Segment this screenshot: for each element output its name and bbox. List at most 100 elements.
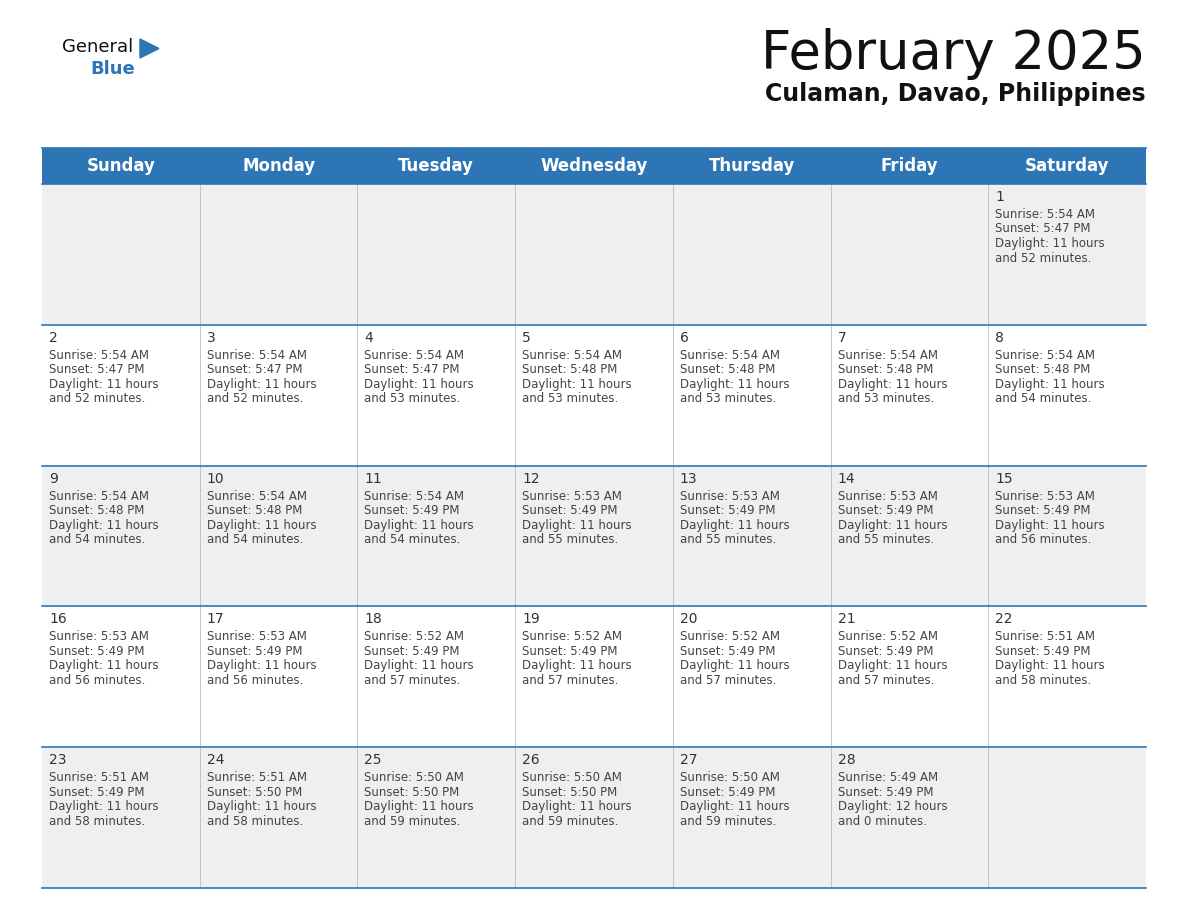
Text: Sunrise: 5:53 AM: Sunrise: 5:53 AM bbox=[680, 489, 779, 502]
Text: Sunset: 5:47 PM: Sunset: 5:47 PM bbox=[207, 364, 302, 376]
Text: 21: 21 bbox=[838, 612, 855, 626]
Text: and 57 minutes.: and 57 minutes. bbox=[365, 674, 461, 687]
Text: Sunrise: 5:54 AM: Sunrise: 5:54 AM bbox=[49, 489, 148, 502]
Text: 27: 27 bbox=[680, 753, 697, 767]
Bar bbox=[42, 184, 1146, 325]
Text: Daylight: 11 hours: Daylight: 11 hours bbox=[523, 519, 632, 532]
Text: Sunday: Sunday bbox=[87, 157, 156, 175]
Polygon shape bbox=[140, 39, 159, 58]
Text: Sunset: 5:48 PM: Sunset: 5:48 PM bbox=[838, 364, 933, 376]
Text: Monday: Monday bbox=[242, 157, 315, 175]
Text: and 58 minutes.: and 58 minutes. bbox=[207, 814, 303, 828]
Text: Sunset: 5:49 PM: Sunset: 5:49 PM bbox=[680, 786, 776, 799]
Text: 16: 16 bbox=[49, 612, 67, 626]
Text: Daylight: 11 hours: Daylight: 11 hours bbox=[207, 800, 316, 813]
Text: February 2025: February 2025 bbox=[762, 28, 1146, 80]
Text: and 52 minutes.: and 52 minutes. bbox=[49, 392, 145, 406]
Text: Daylight: 12 hours: Daylight: 12 hours bbox=[838, 800, 947, 813]
Text: Sunset: 5:49 PM: Sunset: 5:49 PM bbox=[838, 786, 933, 799]
Text: Daylight: 11 hours: Daylight: 11 hours bbox=[49, 519, 159, 532]
Text: Sunrise: 5:54 AM: Sunrise: 5:54 AM bbox=[523, 349, 623, 362]
Text: Daylight: 11 hours: Daylight: 11 hours bbox=[680, 800, 790, 813]
Text: Sunrise: 5:51 AM: Sunrise: 5:51 AM bbox=[996, 631, 1095, 644]
Text: and 56 minutes.: and 56 minutes. bbox=[49, 674, 145, 687]
Text: 20: 20 bbox=[680, 612, 697, 626]
Text: 5: 5 bbox=[523, 330, 531, 345]
Text: 15: 15 bbox=[996, 472, 1013, 486]
Text: 7: 7 bbox=[838, 330, 846, 345]
Text: Sunrise: 5:54 AM: Sunrise: 5:54 AM bbox=[365, 489, 465, 502]
Text: Daylight: 11 hours: Daylight: 11 hours bbox=[207, 378, 316, 391]
Text: 9: 9 bbox=[49, 472, 58, 486]
Text: Sunrise: 5:50 AM: Sunrise: 5:50 AM bbox=[523, 771, 623, 784]
Text: and 55 minutes.: and 55 minutes. bbox=[523, 533, 619, 546]
Text: Sunrise: 5:54 AM: Sunrise: 5:54 AM bbox=[838, 349, 937, 362]
Text: and 52 minutes.: and 52 minutes. bbox=[996, 252, 1092, 264]
Text: Sunset: 5:50 PM: Sunset: 5:50 PM bbox=[523, 786, 618, 799]
Text: Sunset: 5:49 PM: Sunset: 5:49 PM bbox=[996, 645, 1091, 658]
Text: Sunrise: 5:54 AM: Sunrise: 5:54 AM bbox=[49, 349, 148, 362]
Text: Daylight: 11 hours: Daylight: 11 hours bbox=[523, 800, 632, 813]
Text: 18: 18 bbox=[365, 612, 383, 626]
Text: 19: 19 bbox=[523, 612, 539, 626]
Text: Daylight: 11 hours: Daylight: 11 hours bbox=[207, 519, 316, 532]
Text: and 58 minutes.: and 58 minutes. bbox=[49, 814, 145, 828]
Text: Thursday: Thursday bbox=[708, 157, 795, 175]
Text: General: General bbox=[62, 38, 133, 56]
Text: Sunset: 5:48 PM: Sunset: 5:48 PM bbox=[49, 504, 145, 517]
Text: Sunrise: 5:54 AM: Sunrise: 5:54 AM bbox=[207, 349, 307, 362]
Text: Daylight: 11 hours: Daylight: 11 hours bbox=[523, 659, 632, 672]
Text: 23: 23 bbox=[49, 753, 67, 767]
Text: Sunrise: 5:52 AM: Sunrise: 5:52 AM bbox=[365, 631, 465, 644]
Text: Sunset: 5:49 PM: Sunset: 5:49 PM bbox=[838, 645, 933, 658]
Text: 25: 25 bbox=[365, 753, 381, 767]
Text: and 54 minutes.: and 54 minutes. bbox=[996, 392, 1092, 406]
Text: Daylight: 11 hours: Daylight: 11 hours bbox=[838, 519, 947, 532]
Text: 26: 26 bbox=[523, 753, 539, 767]
Text: Daylight: 11 hours: Daylight: 11 hours bbox=[365, 659, 474, 672]
Text: Daylight: 11 hours: Daylight: 11 hours bbox=[365, 519, 474, 532]
Text: Sunset: 5:47 PM: Sunset: 5:47 PM bbox=[365, 364, 460, 376]
Text: Daylight: 11 hours: Daylight: 11 hours bbox=[49, 659, 159, 672]
Text: Sunrise: 5:52 AM: Sunrise: 5:52 AM bbox=[523, 631, 623, 644]
Text: and 57 minutes.: and 57 minutes. bbox=[523, 674, 619, 687]
Text: Sunrise: 5:52 AM: Sunrise: 5:52 AM bbox=[838, 631, 937, 644]
Text: and 59 minutes.: and 59 minutes. bbox=[365, 814, 461, 828]
Text: Sunrise: 5:51 AM: Sunrise: 5:51 AM bbox=[207, 771, 307, 784]
Bar bbox=[42, 148, 1146, 184]
Text: Daylight: 11 hours: Daylight: 11 hours bbox=[838, 378, 947, 391]
Text: and 55 minutes.: and 55 minutes. bbox=[838, 533, 934, 546]
Text: Sunrise: 5:54 AM: Sunrise: 5:54 AM bbox=[680, 349, 779, 362]
Text: Sunset: 5:48 PM: Sunset: 5:48 PM bbox=[680, 364, 776, 376]
Text: Sunset: 5:49 PM: Sunset: 5:49 PM bbox=[523, 645, 618, 658]
Text: Saturday: Saturday bbox=[1025, 157, 1110, 175]
Text: and 59 minutes.: and 59 minutes. bbox=[680, 814, 776, 828]
Text: Sunrise: 5:53 AM: Sunrise: 5:53 AM bbox=[49, 631, 148, 644]
Text: 4: 4 bbox=[365, 330, 373, 345]
Text: 12: 12 bbox=[523, 472, 539, 486]
Text: 11: 11 bbox=[365, 472, 383, 486]
Text: and 56 minutes.: and 56 minutes. bbox=[996, 533, 1092, 546]
Text: 3: 3 bbox=[207, 330, 215, 345]
Text: Sunrise: 5:50 AM: Sunrise: 5:50 AM bbox=[365, 771, 465, 784]
Text: Sunrise: 5:54 AM: Sunrise: 5:54 AM bbox=[996, 208, 1095, 221]
Text: Sunrise: 5:54 AM: Sunrise: 5:54 AM bbox=[207, 489, 307, 502]
Text: and 58 minutes.: and 58 minutes. bbox=[996, 674, 1092, 687]
Text: Daylight: 11 hours: Daylight: 11 hours bbox=[523, 378, 632, 391]
Text: Sunrise: 5:53 AM: Sunrise: 5:53 AM bbox=[996, 489, 1095, 502]
Text: 28: 28 bbox=[838, 753, 855, 767]
Text: 1: 1 bbox=[996, 190, 1004, 204]
Text: Sunset: 5:50 PM: Sunset: 5:50 PM bbox=[207, 786, 302, 799]
Text: Blue: Blue bbox=[90, 60, 134, 78]
Text: Sunrise: 5:54 AM: Sunrise: 5:54 AM bbox=[996, 349, 1095, 362]
Text: Sunset: 5:47 PM: Sunset: 5:47 PM bbox=[49, 364, 145, 376]
Text: 8: 8 bbox=[996, 330, 1004, 345]
Text: Sunset: 5:49 PM: Sunset: 5:49 PM bbox=[838, 504, 933, 517]
Text: Daylight: 11 hours: Daylight: 11 hours bbox=[207, 659, 316, 672]
Text: Daylight: 11 hours: Daylight: 11 hours bbox=[838, 659, 947, 672]
Text: Sunset: 5:48 PM: Sunset: 5:48 PM bbox=[207, 504, 302, 517]
Bar bbox=[42, 607, 1146, 747]
Bar bbox=[42, 325, 1146, 465]
Text: Daylight: 11 hours: Daylight: 11 hours bbox=[680, 378, 790, 391]
Text: Sunrise: 5:49 AM: Sunrise: 5:49 AM bbox=[838, 771, 937, 784]
